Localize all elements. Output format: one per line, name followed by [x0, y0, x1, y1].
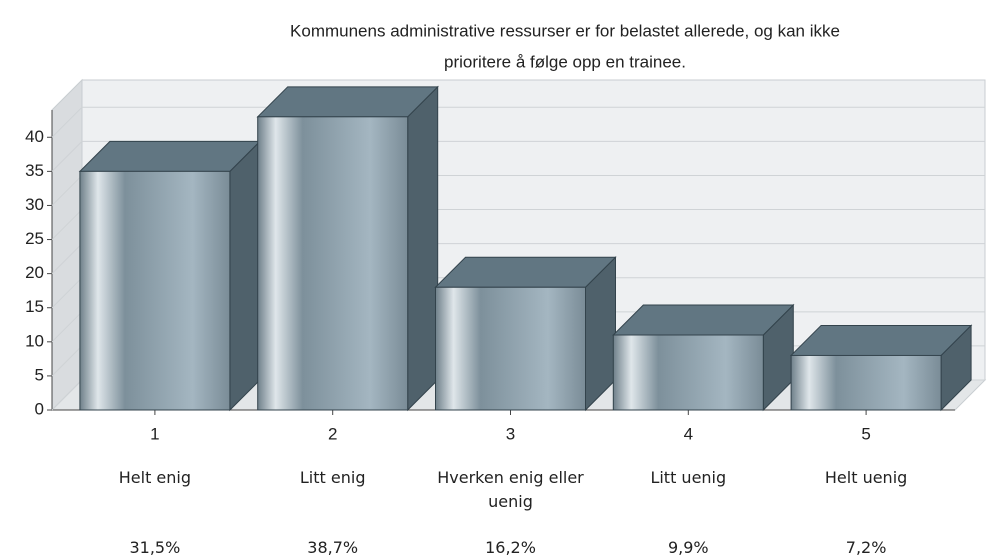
share-label: 7,2% [845, 538, 887, 557]
grid-line [51, 277, 83, 309]
bar [435, 286, 586, 411]
answer-label: Hverken enig eller uenig [437, 468, 584, 511]
bar-top [612, 304, 795, 336]
bar [257, 116, 409, 411]
grid-line [51, 311, 83, 343]
answer-label: Litt uenig [650, 468, 727, 487]
y-tick-label: 40 [25, 127, 44, 146]
grid-line [51, 243, 83, 274]
bar [790, 354, 942, 411]
x-tick-label: 5 [861, 424, 870, 443]
grid-line [51, 106, 83, 138]
answer-label: Helt enig [118, 468, 192, 487]
y-tick-label: 0 [35, 399, 44, 418]
chart-title: Kommunens administrative ressurser er fo… [290, 21, 840, 40]
grid-line [51, 175, 83, 206]
bar-top [789, 324, 973, 356]
y-tick-label: 25 [25, 229, 44, 248]
share-label: 9,9% [667, 538, 709, 557]
share-label: 38,7% [307, 538, 359, 557]
bar-top [78, 140, 262, 172]
share-label: 16,2% [485, 538, 536, 557]
answer-label: Litt enig [299, 468, 366, 487]
bar [79, 170, 231, 411]
bar-top [434, 256, 617, 288]
x-tick-label: 2 [328, 424, 337, 443]
bar-top [256, 86, 439, 118]
x-tick-label: 1 [150, 424, 159, 443]
bar [612, 334, 764, 411]
grid-line [51, 209, 83, 240]
answer-label: Helt uenig [824, 468, 908, 487]
grid-line [51, 141, 83, 172]
bar-side [229, 140, 261, 412]
y-tick-label: 5 [35, 365, 44, 384]
y-tick-label: 30 [25, 195, 44, 214]
grid-line [51, 379, 83, 411]
y-tick-label: 15 [25, 297, 44, 316]
y-tick-label: 35 [25, 161, 44, 180]
share-label: 31,5% [129, 538, 181, 557]
y-tick-label: 20 [25, 263, 44, 282]
x-tick-label: 4 [684, 424, 693, 443]
grid-line [51, 345, 83, 377]
bar-side [407, 85, 439, 412]
x-tick-label: 3 [506, 424, 515, 443]
chart-title: prioritere å følge opp en trainee. [444, 52, 686, 71]
y-tick-label: 10 [25, 331, 44, 350]
